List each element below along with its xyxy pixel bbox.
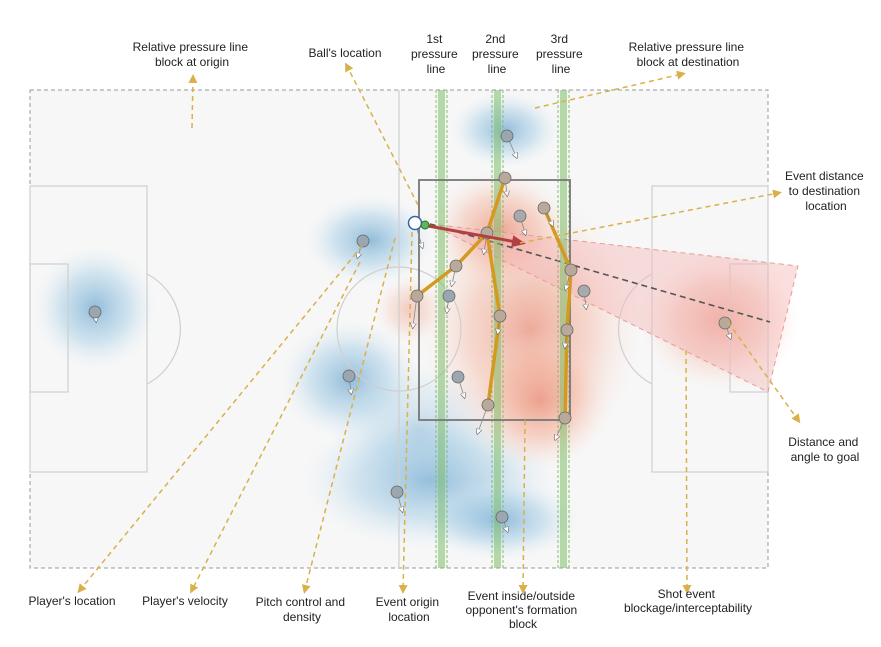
opponent-player [493,309,507,332]
annotation-arrows [77,62,801,594]
opponent-player [718,316,731,337]
opponent-player [577,284,591,307]
player [390,485,403,510]
player [451,370,464,396]
label-balls-location: Ball's location [309,46,382,60]
label-players-location: Player's location [29,594,116,608]
label-rel-destination: Relative pressure line block at destinat… [629,40,748,69]
label-pitch-control: Pitch control and density [256,595,349,624]
opponent-player [556,411,572,438]
label-event-inside: Event inside/outside opponent's formatio… [465,589,580,631]
player [88,305,102,320]
distance-to-goal-line [429,223,771,323]
label-event-origin: Event origin location [376,595,443,624]
player [342,369,356,392]
player [495,510,508,530]
player [357,234,370,256]
event-arrow [427,224,526,248]
opponent-player [498,171,512,194]
players [88,129,731,530]
label-second-line: 2nd pressure line [472,32,522,76]
player [500,129,516,156]
label-players-velocity: Player's velocity [142,594,228,608]
opponent-player [560,323,574,346]
opponent-player [450,259,463,284]
label-event-distance: Event distance to destination location [785,169,867,213]
opponent-player [537,201,552,224]
label-third-line: 3rd pressure line [536,32,586,76]
label-first-line: 1st pressure line [411,32,461,76]
opponent-player [513,209,526,233]
player [442,289,456,311]
ball [420,220,430,230]
label-distance-angle: Distance and angle to goal [788,435,861,464]
label-rel-origin: Relative pressure line block at origin [133,40,252,69]
opponent-player [565,263,578,288]
shot-cone [429,223,799,393]
opponent-player [478,398,495,432]
event-origin-player [407,215,423,231]
label-shot-event: Shot event blockage/interceptability [624,587,752,615]
